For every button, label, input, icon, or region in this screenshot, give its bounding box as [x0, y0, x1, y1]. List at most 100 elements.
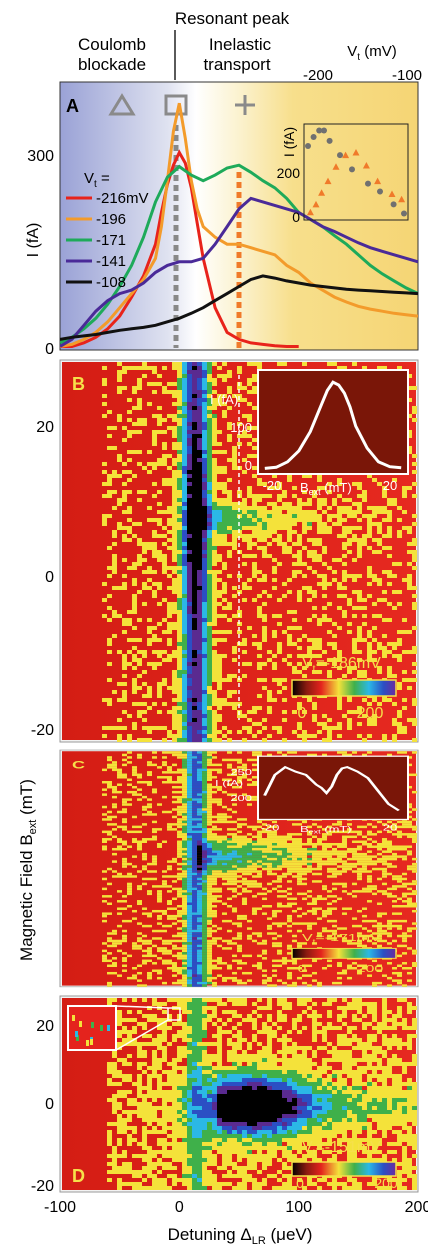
- panel-b-heat-cell: [272, 514, 277, 518]
- panel-c-heat-cell: [392, 833, 397, 836]
- panel-c-heat-cell: [192, 892, 197, 896]
- panel-c-heat-cell: [217, 800, 222, 804]
- panel-b-heat-cell: [212, 550, 217, 554]
- panel-b-heat-cell: [112, 470, 117, 474]
- panel-b-heat-cell: [157, 662, 162, 666]
- panel-b-heat-cell: [182, 658, 187, 662]
- panel-c-heat-cell: [317, 843, 322, 846]
- panel-c-heat-cell: [237, 818, 242, 821]
- panel-c-heat-cell: [247, 825, 252, 829]
- panel-c-heat-cell: [237, 838, 242, 841]
- panel-b-heat-cell: [402, 618, 407, 622]
- panel-c-heat-cell: [172, 763, 177, 767]
- panel-c-heat-cell: [162, 885, 167, 888]
- panel-b-heat-cell: [232, 394, 237, 398]
- panel-b-heat-cell: [187, 370, 192, 374]
- panel-c-heat-cell: [117, 912, 122, 915]
- panel-b-heat-cell: [352, 510, 357, 514]
- panel-c-heat-cell: [162, 810, 167, 814]
- panel-c-heat-cell: [122, 907, 127, 910]
- panel-c-heat-cell: [132, 909, 137, 913]
- panel-b-heat-cell: [177, 482, 182, 486]
- panel-c-heat-cell: [312, 902, 317, 905]
- panel-c-heat-cell: [352, 840, 357, 843]
- panel-b-heat-cell: [142, 650, 147, 654]
- panel-c-heat-cell: [202, 947, 207, 950]
- panel-b-heat-cell: [217, 578, 222, 582]
- panel-b-heat-cell: [377, 646, 382, 650]
- panel-b-heat-cell: [197, 646, 202, 650]
- panel-b-heat-cell: [337, 582, 342, 586]
- panel-c-heat-cell: [312, 843, 317, 846]
- panel-b-heat-cell: [262, 522, 267, 526]
- panel-c-heat-cell: [217, 850, 222, 853]
- panel-b-heat-cell: [217, 662, 222, 666]
- panel-c-heat-cell: [127, 756, 132, 759]
- panel-c-heat-cell: [152, 855, 157, 858]
- panel-b-heat-cell: [322, 498, 327, 502]
- panel-b-heat-cell: [332, 570, 337, 574]
- panel-b-heat-cell: [187, 546, 192, 550]
- panel-c-heat-cell: [177, 877, 182, 881]
- panel-b-heat-cell: [327, 738, 332, 742]
- panel-b-heat-cell: [192, 530, 197, 534]
- panel-c-heat-cell: [312, 897, 317, 901]
- panel-c-heat-cell: [177, 800, 182, 804]
- panel-b-heat-cell: [297, 542, 302, 546]
- panel-b-heat-cell: [102, 726, 107, 730]
- panel-c-heat-cell: [187, 882, 192, 886]
- panel-c-heat-cell: [147, 892, 152, 896]
- panel-c-heat-cell: [372, 862, 377, 866]
- panel-b-heat-cell: [202, 690, 207, 694]
- panel-b-heat-cell: [122, 674, 127, 678]
- panel-c-heat-cell: [172, 808, 177, 811]
- panel-c-heat-cell: [302, 964, 307, 967]
- panel-c-heat-cell: [317, 852, 322, 856]
- panel-b-heat-cell: [257, 478, 262, 482]
- panel-c-heat-cell: [202, 934, 207, 938]
- panel-b-inset-ytick-100: 100: [230, 420, 252, 435]
- panel-c-heat-cell: [182, 934, 187, 938]
- panel-b-heat-cell: [122, 710, 127, 714]
- panel-b-heat-cell: [122, 582, 127, 586]
- panel-c-heat-cell: [167, 967, 172, 970]
- panel-b-heat-cell: [207, 582, 212, 586]
- panel-c-heat-cell: [167, 776, 172, 779]
- panel-c-heat-cell: [227, 964, 232, 967]
- panel-b-heat-cell: [157, 422, 162, 426]
- panel-b-heat-cell: [192, 414, 197, 418]
- panel-b-heat-cell: [132, 562, 137, 566]
- panel-c-heat-cell: [267, 927, 272, 930]
- panel-c-heat-cell: [247, 843, 252, 846]
- panel-c-heat-cell: [162, 882, 167, 886]
- panel-b-heat-cell: [227, 526, 232, 530]
- panel-b-heat-cell: [377, 366, 382, 370]
- panel-c-heat-cell: [287, 887, 292, 891]
- panel-b-heat-cell: [172, 442, 177, 446]
- panel-b-heat-cell: [207, 726, 212, 730]
- panel-b-heat-cell: [287, 550, 292, 554]
- panel-c-heat-cell: [122, 857, 127, 861]
- panel-b-heat-cell: [197, 550, 202, 554]
- panel-c-heat-cell: [407, 845, 412, 848]
- panel-c-heat-cell: [312, 880, 317, 883]
- panel-b-heat-cell: [412, 702, 417, 706]
- panel-c-heat-cell: [217, 835, 222, 839]
- panel-c-heat-cell: [117, 783, 122, 786]
- panel-b-heat-cell: [192, 594, 197, 598]
- panel-c-heat-cell: [272, 867, 277, 871]
- panel-b-heat-cell: [257, 362, 262, 366]
- panel-b-heat-cell: [257, 662, 262, 666]
- panel-c-heat-cell: [377, 843, 382, 846]
- panel-c-heat-cell: [107, 895, 112, 898]
- panel-c-heat-cell: [202, 867, 207, 871]
- panel-b-heat-cell: [197, 470, 202, 474]
- panel-c-heat-cell: [187, 788, 192, 791]
- panel-b-heat-cell: [287, 634, 292, 638]
- panel-b-heat-cell: [297, 538, 302, 542]
- panel-b-heat-cell: [192, 450, 197, 454]
- panel-c-heat-cell: [102, 818, 107, 821]
- panel-c-heat-cell: [232, 810, 237, 814]
- panel-c-heat-cell: [387, 924, 392, 928]
- panel-c-heat-cell: [257, 843, 262, 846]
